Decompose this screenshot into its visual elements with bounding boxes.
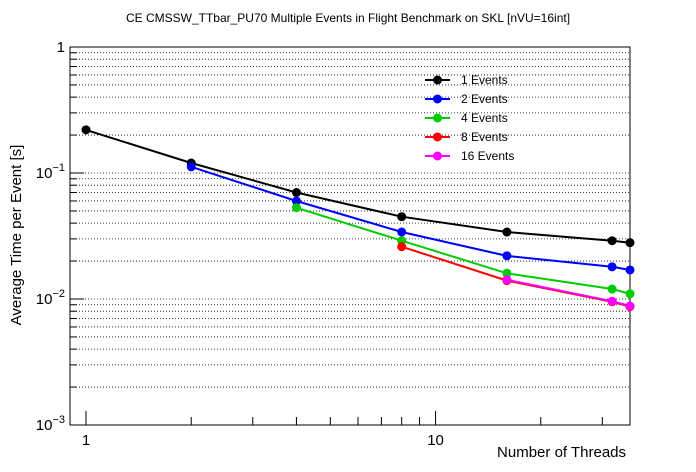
x-tick-label: 10: [427, 432, 444, 449]
data-point: [291, 196, 301, 206]
y-tick-label-base: 10: [36, 165, 53, 182]
data-point: [81, 125, 91, 135]
legend-label: 8 Events: [461, 130, 508, 144]
y-tick-label-exponent: −1: [52, 162, 65, 174]
data-point: [502, 275, 512, 285]
plot-frame: [69, 46, 631, 426]
series-1: [81, 125, 635, 248]
gridlines: [70, 52, 630, 388]
legend-item: 16 Events: [425, 149, 514, 163]
legend-swatch-marker: [433, 113, 442, 123]
data-point: [502, 227, 512, 237]
data-point: [291, 203, 301, 213]
data-point: [607, 284, 617, 294]
y-tick-label: 10−3: [36, 414, 65, 434]
legend-swatch-marker: [433, 151, 442, 161]
axes: 110−110−210−31 10: [36, 39, 603, 449]
legend-item: 8 Events: [425, 130, 508, 144]
y-tick-label: 1: [57, 39, 65, 56]
legend-label: 1 Events: [461, 73, 508, 87]
data-point: [397, 242, 407, 252]
series-3: [291, 203, 635, 299]
data-point: [397, 212, 407, 222]
data-point: [186, 162, 196, 172]
series-line: [296, 206, 631, 295]
y-tick-label-exponent: −2: [52, 288, 65, 300]
legend-label: 4 Events: [461, 111, 508, 125]
legend-label: 2 Events: [461, 92, 508, 106]
data-point: [625, 238, 635, 248]
y-tick-label-exponent: −3: [52, 414, 65, 426]
y-tick-label: 10−2: [36, 288, 65, 308]
series-4: [397, 242, 635, 312]
data-point: [625, 301, 635, 311]
series: [81, 125, 635, 312]
x-axis-label: Number of Threads: [497, 444, 626, 461]
data-point: [397, 227, 407, 237]
data-point: [502, 268, 512, 278]
data-point: [607, 262, 617, 272]
legend-label: 16 Events: [461, 149, 514, 163]
y-axis-label: Average Time per Event [s]: [8, 145, 25, 326]
data-point: [625, 265, 635, 275]
legend-item: 1 Events: [425, 73, 508, 87]
legend-item: 2 Events: [425, 92, 508, 106]
legend-swatch-marker: [433, 94, 442, 104]
data-point: [607, 236, 617, 246]
data-point: [502, 251, 512, 261]
x-tick-label: 1: [82, 432, 90, 449]
chart-title: CE CMSSW_TTbar_PU70 Multiple Events in F…: [126, 11, 570, 25]
y-tick-label-base: 10: [36, 417, 53, 434]
data-point: [625, 289, 635, 299]
y-tick-label-base: 10: [36, 291, 53, 308]
legend-swatch-marker: [433, 132, 442, 142]
data-point: [291, 188, 301, 198]
series-5: [502, 275, 635, 311]
y-tick-label: 10−1: [36, 162, 65, 182]
legend: 1 Events 2 Events 4 Events 8 Events 16 Event…: [425, 73, 514, 163]
series-2: [186, 162, 635, 275]
legend-item: 4 Events: [425, 111, 508, 125]
series-line: [85, 128, 631, 244]
data-point: [607, 296, 617, 306]
legend-swatch-marker: [433, 75, 442, 85]
